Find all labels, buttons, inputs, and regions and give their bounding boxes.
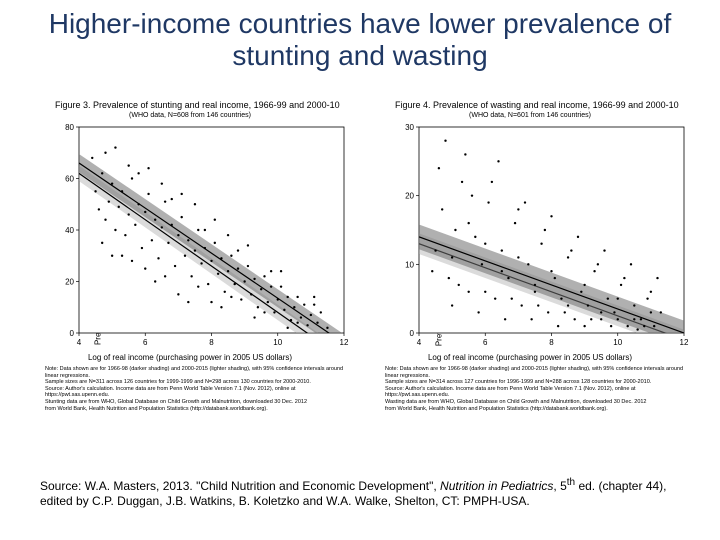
svg-text:12: 12 bbox=[340, 338, 349, 347]
source-text: Source: W.A. Masters, 2013. "Child Nutri… bbox=[40, 479, 440, 493]
right-fig-title: Figure 4. Prevalence of wasting and real… bbox=[365, 100, 695, 110]
left-note-line: Sample sizes are N=311 across 126 countr… bbox=[45, 379, 355, 386]
svg-text:0: 0 bbox=[410, 329, 415, 338]
svg-text:4: 4 bbox=[77, 338, 82, 347]
svg-text:4: 4 bbox=[417, 338, 422, 347]
source-sup: th bbox=[567, 477, 575, 488]
svg-text:6: 6 bbox=[143, 338, 148, 347]
svg-text:6: 6 bbox=[483, 338, 488, 347]
right-note-line: Wasting data are from WHO, Global Databa… bbox=[385, 399, 695, 406]
left-note: Note: Data shown are for 1966-98 (darker… bbox=[45, 366, 355, 412]
left-note-line: Stunting data are from WHO, Global Datab… bbox=[45, 399, 355, 406]
svg-text:40: 40 bbox=[65, 226, 74, 235]
svg-text:20: 20 bbox=[65, 278, 74, 287]
right-chart-panel: Figure 4. Prevalence of wasting and real… bbox=[365, 100, 695, 440]
right-note: Note: Data shown are for 1966-98 (darker… bbox=[385, 366, 695, 412]
source-text: , 5 bbox=[553, 479, 566, 493]
svg-text:80: 80 bbox=[65, 123, 74, 132]
slide-title: Higher-income countries have lower preva… bbox=[0, 8, 720, 72]
right-note-line: Note: Data shown are for 1966-98 (darker… bbox=[385, 366, 695, 379]
left-plot-wrap: 0 20 40 60 80 4 6 8 10 12 bbox=[55, 121, 350, 351]
source-book: Nutrition in Pediatrics bbox=[440, 479, 553, 493]
svg-text:10: 10 bbox=[273, 338, 282, 347]
svg-text:10: 10 bbox=[405, 260, 414, 269]
source-citation: Source: W.A. Masters, 2013. "Child Nutri… bbox=[40, 476, 680, 510]
svg-text:10: 10 bbox=[613, 338, 622, 347]
left-fig-title: Figure 3. Prevalence of stunting and rea… bbox=[25, 100, 355, 110]
left-note-line: Source: Author's calculation. Income dat… bbox=[45, 386, 355, 399]
charts-row: Figure 3. Prevalence of stunting and rea… bbox=[25, 100, 695, 440]
right-plot-svg: 0 10 20 30 4 6 8 10 12 bbox=[395, 121, 690, 351]
svg-text:8: 8 bbox=[549, 338, 554, 347]
svg-text:30: 30 bbox=[405, 123, 414, 132]
svg-text:0: 0 bbox=[70, 329, 75, 338]
right-note-line: Sample sizes are N=314 across 127 countr… bbox=[385, 379, 695, 386]
left-chart-panel: Figure 3. Prevalence of stunting and rea… bbox=[25, 100, 355, 440]
left-note-line: from World Bank, Health Nutrition and Po… bbox=[45, 406, 355, 413]
left-plot-svg: 0 20 40 60 80 4 6 8 10 12 bbox=[55, 121, 350, 351]
svg-text:12: 12 bbox=[680, 338, 689, 347]
left-xlabel: Log of real income (purchasing power in … bbox=[25, 353, 355, 362]
right-xlabel: Log of real income (purchasing power in … bbox=[365, 353, 695, 362]
right-note-line: from World Bank, Health Nutrition and Po… bbox=[385, 406, 695, 413]
svg-text:20: 20 bbox=[405, 192, 414, 201]
right-note-line: Source: Author's calculation. Income dat… bbox=[385, 386, 695, 399]
left-note-line: Note: Data shown are for 1966-98 (darker… bbox=[45, 366, 355, 379]
left-fig-subtitle: (WHO data, N=608 from 146 countries) bbox=[25, 112, 355, 119]
svg-text:8: 8 bbox=[209, 338, 214, 347]
right-fig-subtitle: (WHO data, N=601 from 146 countries) bbox=[365, 112, 695, 119]
right-plot-wrap: 0 10 20 30 4 6 8 10 12 bbox=[395, 121, 690, 351]
svg-text:60: 60 bbox=[65, 175, 74, 184]
slide: Higher-income countries have lower preva… bbox=[0, 0, 720, 540]
